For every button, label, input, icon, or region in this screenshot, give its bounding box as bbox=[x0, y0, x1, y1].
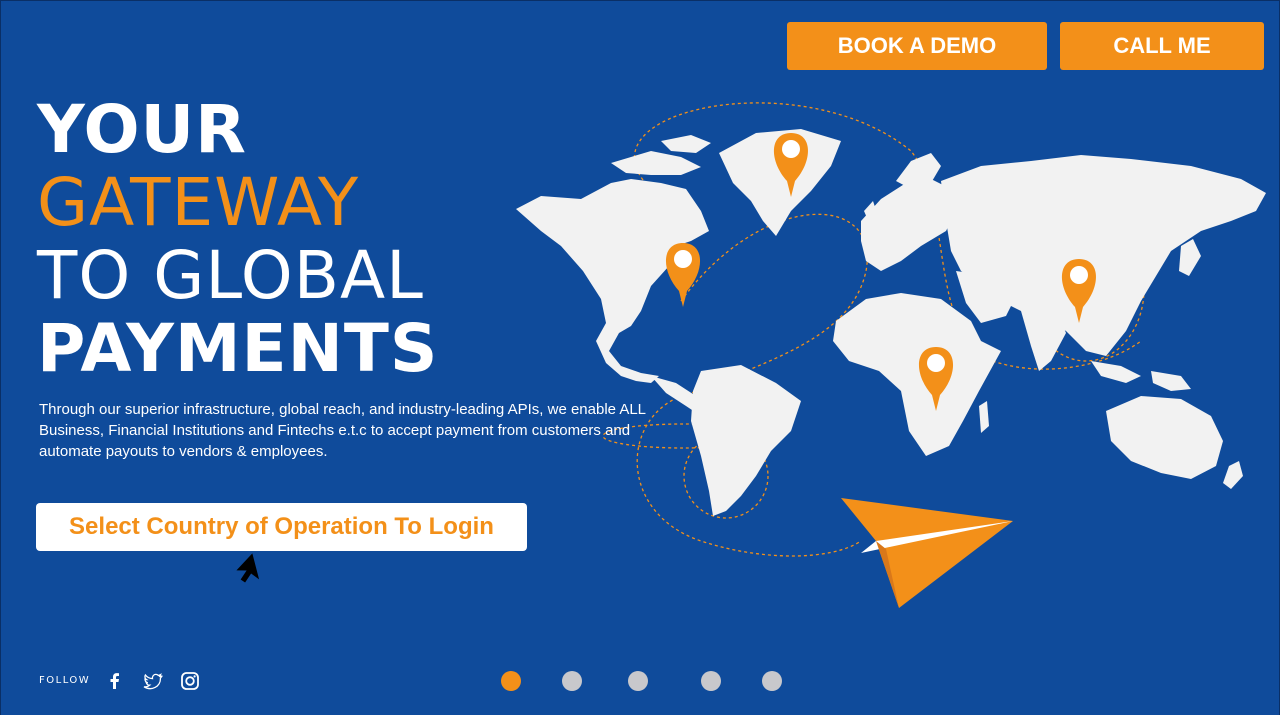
bottom-edge bbox=[0, 715, 1280, 720]
location-pins bbox=[665, 133, 1097, 411]
book-demo-button[interactable]: BOOK A DEMO bbox=[787, 22, 1047, 70]
continents bbox=[516, 129, 1266, 516]
follow-label: FOLLOW bbox=[39, 675, 91, 686]
carousel-dot-3[interactable] bbox=[628, 671, 648, 691]
carousel-dot-1[interactable] bbox=[501, 671, 521, 691]
select-country-login-button[interactable]: Select Country of Operation To Login bbox=[36, 503, 527, 551]
facebook-icon[interactable] bbox=[105, 671, 125, 691]
call-me-button[interactable]: CALL ME bbox=[1060, 22, 1264, 70]
hero-headline: YOUR GATEWAY TO GLOBAL PAYMENTS bbox=[37, 93, 438, 385]
headline-line-2: GATEWAY bbox=[37, 164, 360, 241]
location-pin-icon bbox=[773, 133, 809, 197]
headline-line-4: PAYMENTS bbox=[37, 310, 439, 387]
location-pin-icon bbox=[1061, 259, 1097, 323]
world-map-illustration bbox=[516, 102, 1266, 608]
headline-line-3: TO GLOBAL bbox=[37, 237, 424, 314]
carousel-dot-2[interactable] bbox=[562, 671, 582, 691]
twitter-icon[interactable] bbox=[143, 671, 163, 691]
location-pin-icon bbox=[918, 347, 954, 411]
carousel-dot-4[interactable] bbox=[701, 671, 721, 691]
mouse-cursor-icon bbox=[236, 553, 260, 583]
instagram-icon[interactable] bbox=[180, 671, 200, 691]
carousel-dot-5[interactable] bbox=[762, 671, 782, 691]
paper-plane-icon bbox=[841, 498, 1013, 608]
headline-line-1: YOUR bbox=[37, 91, 247, 168]
location-pin-icon bbox=[665, 243, 701, 307]
hero-description: Through our superior infrastructure, glo… bbox=[39, 401, 646, 460]
